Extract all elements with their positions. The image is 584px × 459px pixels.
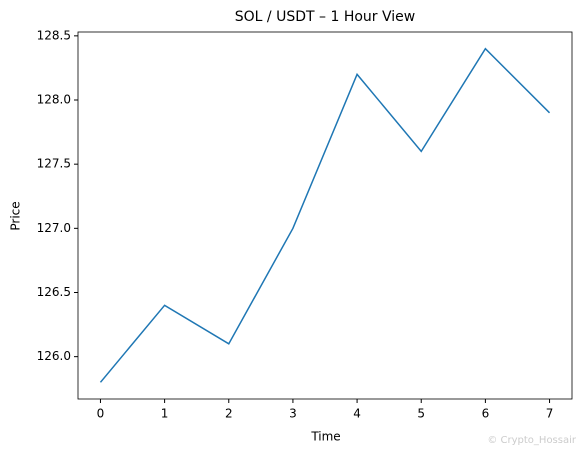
x-tick-label: 0 [97, 407, 105, 421]
y-tick-label: 128.5 [37, 28, 71, 42]
x-tick-label: 7 [546, 407, 554, 421]
y-axis-label: Price [9, 201, 23, 230]
x-axis-label: Time [310, 430, 340, 444]
y-tick-label: 127.5 [37, 157, 71, 171]
x-tick-label: 4 [353, 407, 361, 421]
x-tick-label: 2 [225, 407, 233, 421]
line-series [99, 47, 551, 383]
x-tick-label: 1 [161, 407, 169, 421]
x-tick-label: 6 [482, 407, 490, 421]
y-tick-label: 126.0 [37, 349, 71, 363]
y-tick-label: 127.0 [37, 221, 71, 235]
y-tick-label: 126.5 [37, 285, 71, 299]
watermark: © Crypto_Hossair [487, 435, 577, 446]
y-tick-label: 128.0 [37, 93, 71, 107]
x-tick-label: 3 [289, 407, 297, 421]
plot-frame [77, 31, 573, 400]
x-tick-label: 5 [417, 407, 425, 421]
chart-title: SOL / USDT – 1 Hour View [235, 9, 415, 25]
